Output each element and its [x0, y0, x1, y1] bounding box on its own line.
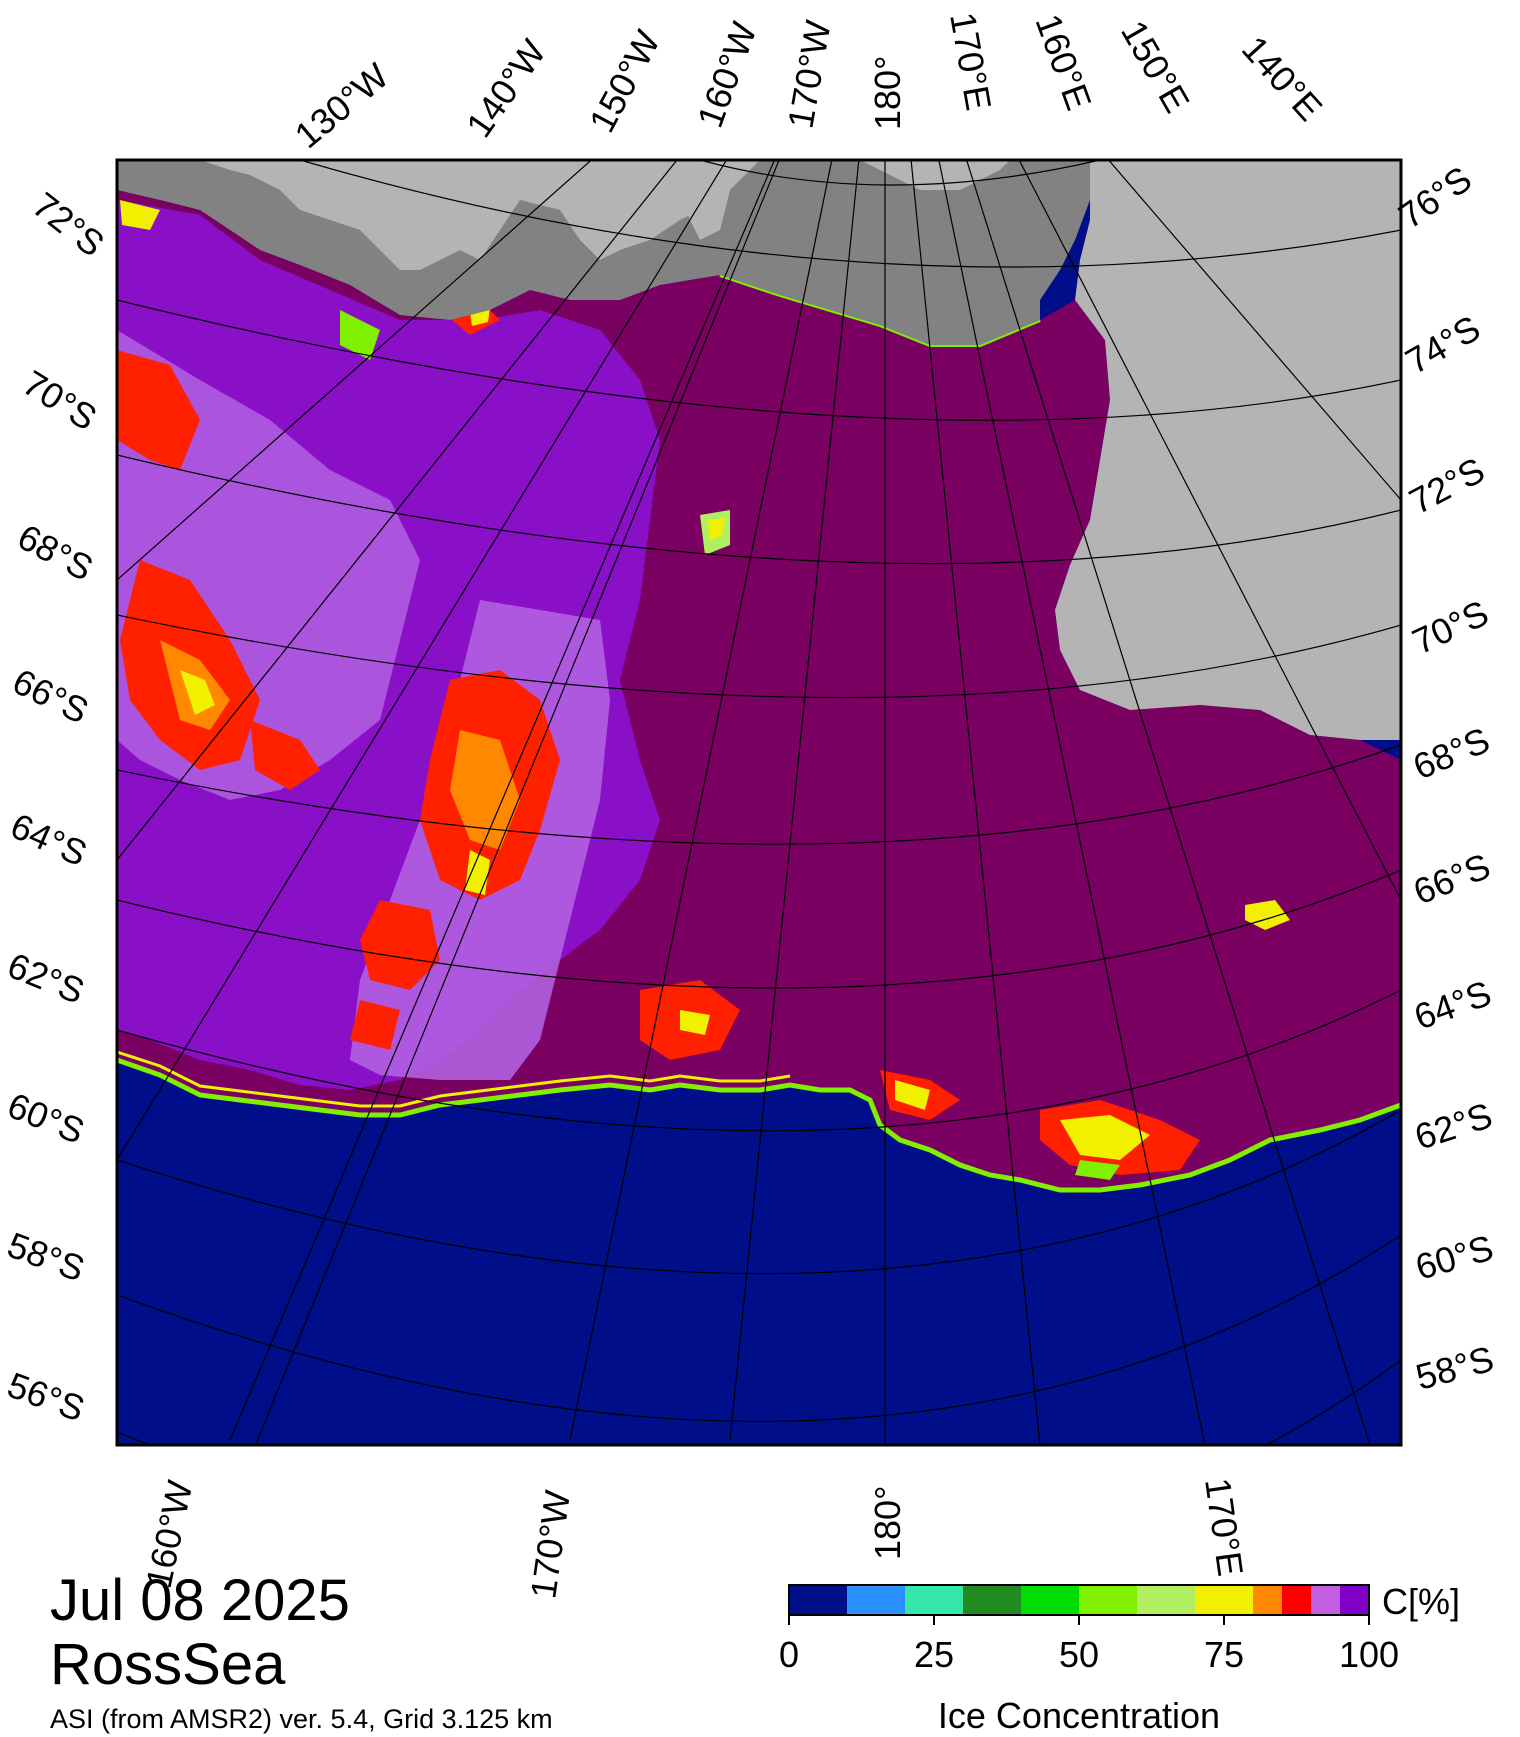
meridian-line: [910, 160, 1041, 1445]
meridian-line: [117, 160, 728, 1161]
latitude-labels-right: 76°S 74°S 72°S 70°S 68°S 66°S 64°S 62°S …: [1391, 158, 1498, 1398]
lon-label-top: 160°E: [1027, 9, 1099, 116]
meridian-line: [965, 160, 1371, 1445]
colorbar-tick-label: 0: [779, 1634, 799, 1675]
meridian-line: [569, 160, 833, 1441]
lon-label-top: 140°W: [458, 32, 554, 144]
colorbar-swatches: [789, 1585, 1370, 1615]
colorbar-swatch: [1253, 1585, 1283, 1615]
lat-label-right: 62°S: [1410, 1094, 1497, 1157]
lat-label-right: 64°S: [1409, 972, 1497, 1037]
colorbar-swatch: [905, 1585, 964, 1615]
lat-label-left: 70°S: [16, 362, 104, 438]
lat-label-right: 72°S: [1403, 449, 1492, 522]
meridian-line: [1018, 160, 1401, 901]
meridian-line: [229, 160, 776, 1441]
colorbar-tick-label: 75: [1204, 1634, 1244, 1675]
land-bay: [680, 160, 730, 240]
map-date: Jul 08 2025: [50, 1568, 350, 1633]
meridian-line: [117, 160, 678, 861]
latitude-line: [117, 1234, 1401, 1423]
colorbar-swatch: [1311, 1585, 1341, 1615]
colorbar-tick-label: 100: [1339, 1634, 1399, 1675]
colorbar-ticks: 0 25 50 75 100: [779, 1615, 1399, 1675]
colorbar-tick-label: 25: [914, 1634, 954, 1675]
lat-label-right: 70°S: [1406, 592, 1494, 662]
low-concentration-patches: [117, 200, 1290, 1180]
colorbar-swatch: [963, 1585, 1022, 1615]
lon-label-bottom: 180°: [867, 1486, 908, 1560]
lat-label-left: 64°S: [5, 805, 93, 874]
colorbar: 0 25 50 75 100 C[%] Ice Concentration: [779, 1581, 1460, 1736]
map-frame: [115, 158, 1403, 1447]
latitude-line: [117, 1109, 1401, 1275]
lat-label-right: 66°S: [1408, 845, 1496, 912]
lon-label-top: 180°: [867, 56, 908, 130]
colorbar-unit: C[%]: [1382, 1581, 1460, 1622]
lat-label-left: 72°S: [25, 184, 112, 265]
colorbar-swatch: [847, 1585, 906, 1615]
meridian-line: [729, 160, 860, 1441]
lon-label-top: 170°W: [780, 17, 839, 131]
latitude-line: [699, 160, 1101, 186]
ice-edge-inner: [117, 1050, 791, 1108]
lat-label-right: 74°S: [1399, 307, 1487, 382]
latitude-line: [117, 454, 1401, 565]
lon-label-top: 150°W: [581, 24, 668, 139]
map-region: RossSea: [50, 1632, 286, 1697]
lat-label-left: 68°S: [11, 516, 100, 589]
graticule: [117, 160, 1401, 1445]
lat-label-left: 56°S: [2, 1364, 90, 1429]
ice-edge-fringe: [117, 1057, 1401, 1193]
colorbar-swatch: [1021, 1585, 1080, 1615]
lat-label-right: 76°S: [1391, 158, 1479, 237]
latitude-line: [117, 614, 1401, 699]
latitude-line: [299, 160, 1401, 268]
lat-label-right: 58°S: [1411, 1338, 1497, 1398]
latitude-labels-left: 72°S 70°S 68°S 66°S 64°S 62°S 60°S 58°S …: [2, 184, 112, 1429]
latitude-line: [117, 299, 1401, 421]
meridian-line: [254, 160, 780, 1445]
meridian-line: [938, 160, 1206, 1445]
lon-label-top: 150°E: [1113, 14, 1198, 120]
latitude-line: [117, 744, 1401, 845]
lon-label-top: 160°W: [689, 17, 765, 133]
latitude-line: [117, 989, 1401, 1132]
colorbar-swatch: [789, 1585, 848, 1615]
colorbar-tick-label: 50: [1059, 1634, 1099, 1675]
lat-label-left: 66°S: [6, 660, 94, 731]
lon-label-top: 140°E: [1234, 28, 1330, 129]
lat-label-right: 68°S: [1407, 719, 1495, 787]
lat-label-left: 58°S: [2, 1224, 90, 1289]
colorbar-swatch: [1079, 1585, 1138, 1615]
lon-label-top: 170°E: [942, 9, 999, 113]
lon-label-bottom: 170°W: [522, 1488, 578, 1601]
land-antarctica: [150, 160, 1401, 740]
colorbar-title: Ice Concentration: [938, 1695, 1220, 1736]
latitude-line: [117, 869, 1401, 989]
colorbar-swatch: [1195, 1585, 1254, 1615]
colorbar-swatch: [1282, 1585, 1312, 1615]
longitude-labels-top: 130°W 140°W 150°W 160°W 170°W 180° 170°E…: [287, 9, 1331, 156]
colorbar-swatch: [1340, 1585, 1370, 1615]
meridian-line: [117, 160, 593, 581]
meridian-line: [1107, 160, 1401, 501]
map-credit: ASI (from AMSR2) ver. 5.4, Grid 3.125 km: [50, 1704, 553, 1734]
lat-label-left: 62°S: [2, 944, 90, 1011]
colorbar-swatch: [1137, 1585, 1196, 1615]
lat-label-right: 60°S: [1411, 1227, 1498, 1288]
lat-label-left: 60°S: [2, 1084, 90, 1151]
lon-label-bottom: 170°E: [1197, 1475, 1251, 1578]
lon-label-top: 130°W: [287, 55, 396, 156]
